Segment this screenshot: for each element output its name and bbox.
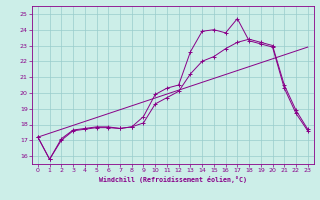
X-axis label: Windchill (Refroidissement éolien,°C): Windchill (Refroidissement éolien,°C) <box>99 176 247 183</box>
